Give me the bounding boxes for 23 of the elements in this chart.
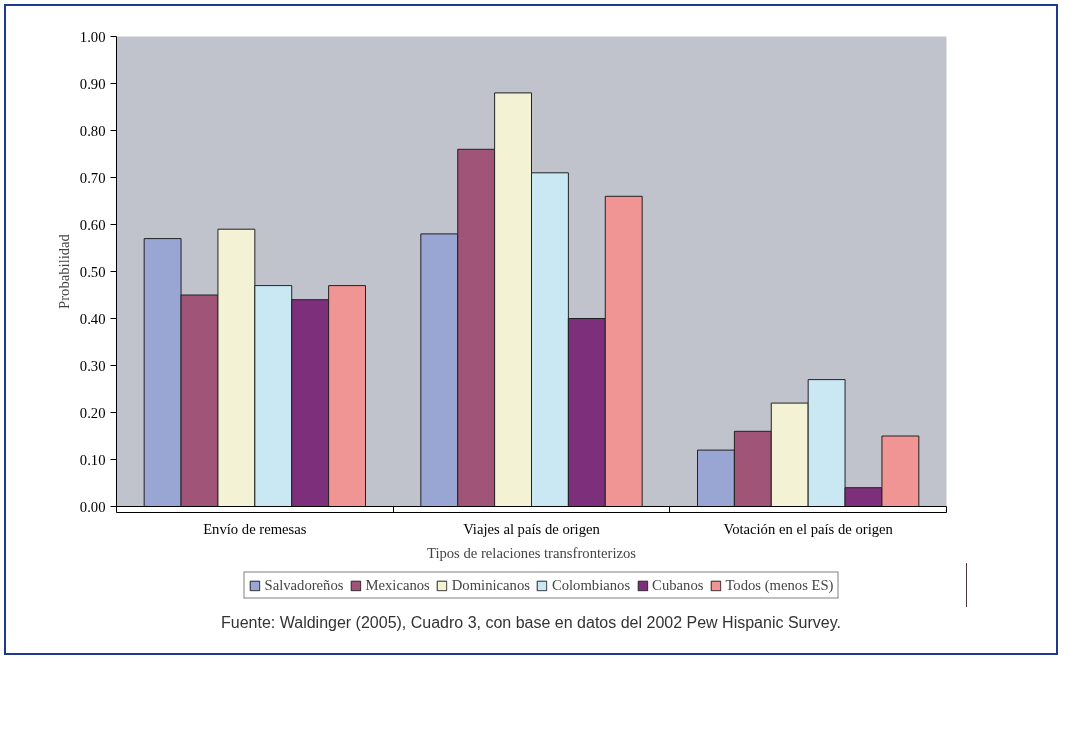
y-tick-label: 0.70 xyxy=(79,169,106,186)
y-tick-label: 0.40 xyxy=(79,310,106,327)
y-tick-label: 0.50 xyxy=(79,263,106,280)
x-tick-label: Viajes al país de origen xyxy=(463,520,601,537)
legend-label: Salvadoreños xyxy=(264,576,344,594)
y-tick-label: 0.90 xyxy=(79,75,106,92)
y-tick-label: 0.10 xyxy=(79,451,106,468)
legend-label: Cubanos xyxy=(652,576,704,594)
x-axis-title: Tipos de relaciones transfronterizos xyxy=(426,544,637,561)
y-tick-label: 0.60 xyxy=(79,216,106,233)
source-note: Fuente: Waldinger (2005), Cuadro 3, con base en datos del 2002 Pew Hispanic Survey. xyxy=(221,613,841,633)
legend-label: Colombianos xyxy=(551,576,631,594)
x-tick-label: Envío de remesas xyxy=(203,520,307,537)
y-tick-label: 0.80 xyxy=(79,122,106,139)
y-tick-label: 0.30 xyxy=(79,357,106,374)
legend-label: Mexicanos xyxy=(365,576,430,594)
y-tick-label: 1.00 xyxy=(79,28,106,45)
y-tick-label: 0.00 xyxy=(79,498,106,515)
legend-label: Dominicanos xyxy=(451,576,530,594)
legend-label: Todos (menos ES) xyxy=(725,576,834,594)
x-tick-label: Votación en el país de origen xyxy=(723,520,894,537)
y-axis-title: Probabilidad xyxy=(55,233,72,309)
y-tick-label: 0.20 xyxy=(79,404,106,421)
